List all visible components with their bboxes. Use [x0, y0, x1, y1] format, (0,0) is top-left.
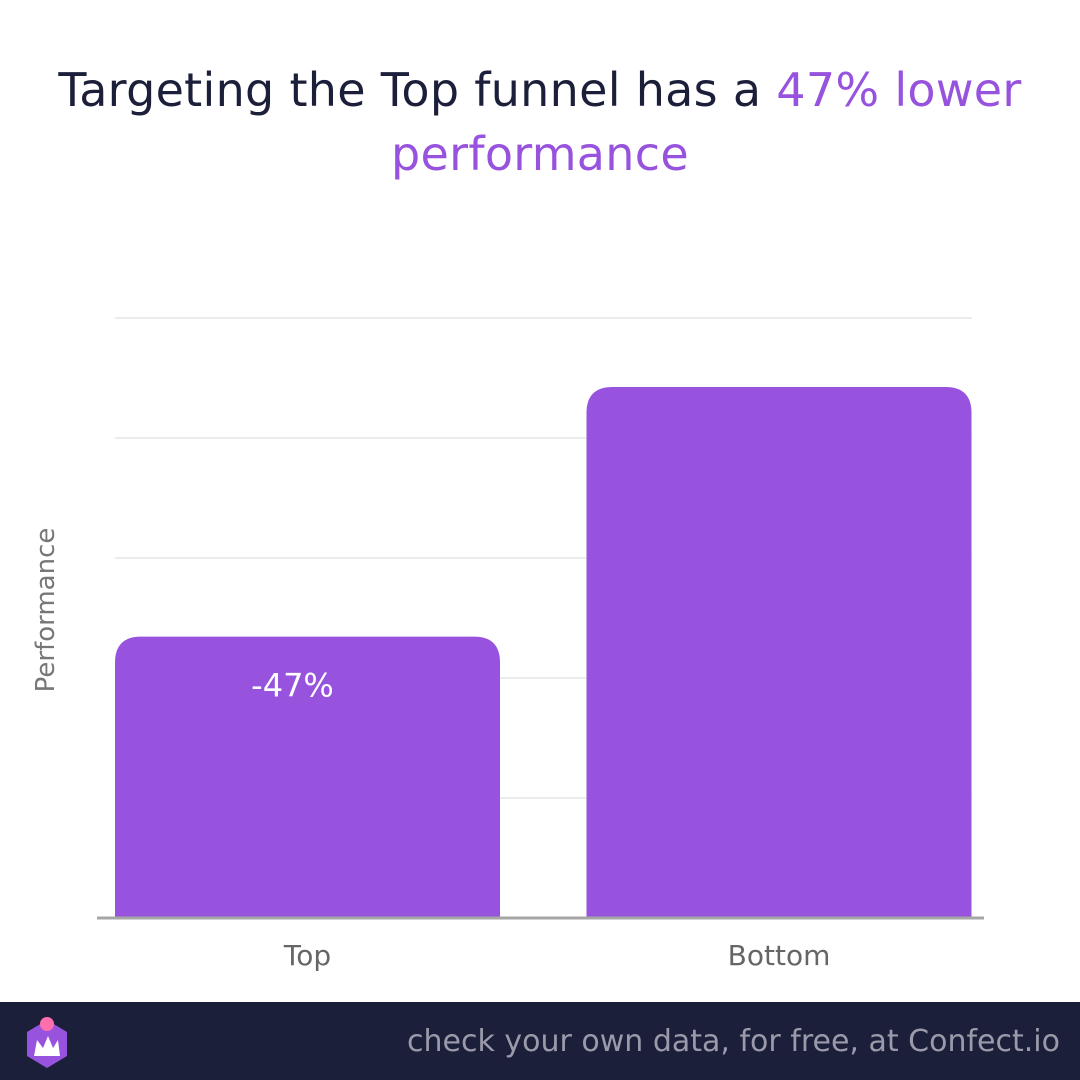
chart-title: Targeting the Top funnel has a 47% lower… [0, 58, 1080, 186]
x-tick-label-bottom: Bottom [728, 939, 831, 972]
bar-chart: Top -47% Bottom [97, 317, 984, 972]
footer-bar: check your own data, for free, at Confec… [0, 1002, 1080, 1080]
y-axis-label: Performance [31, 527, 61, 693]
data-label-top: -47% [251, 667, 334, 705]
bars [115, 387, 972, 918]
title-highlight: 47% lower performance [391, 63, 1022, 181]
confect-crown-logo-icon [27, 1017, 67, 1068]
x-tick-label-top: Top [283, 939, 331, 972]
title-prefix: Targeting the Top funnel has a [58, 63, 777, 117]
bar-bottom [586, 387, 972, 918]
footer-cta[interactable]: check your own data, for free, at Confec… [407, 1024, 1060, 1059]
bar-top [115, 636, 500, 918]
bar-labels: Top -47% Bottom [251, 667, 830, 972]
